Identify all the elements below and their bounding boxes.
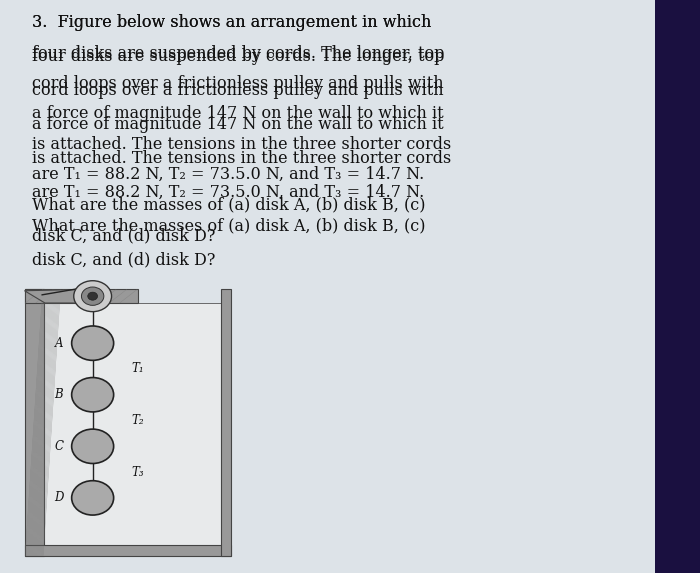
- Circle shape: [88, 292, 97, 300]
- Text: T₂: T₂: [131, 414, 144, 427]
- Text: What are the masses of (a) disk A, (b) disk B, (c): What are the masses of (a) disk A, (b) d…: [32, 217, 425, 234]
- Text: four disks are suspended by cords. The longer, top: four disks are suspended by cords. The l…: [32, 48, 444, 65]
- Text: a force of magnitude 147 N on the wall to which it: a force of magnitude 147 N on the wall t…: [32, 105, 443, 123]
- Text: 3.  Figure below shows an arrangement in which: 3. Figure below shows an arrangement in …: [32, 14, 431, 32]
- Text: T₃: T₃: [131, 466, 144, 478]
- Circle shape: [71, 326, 113, 360]
- Text: T₁: T₁: [131, 363, 144, 375]
- Bar: [25, 544, 231, 556]
- Text: D: D: [54, 492, 63, 504]
- Text: 3.  Figure below shows an arrangement in which: 3. Figure below shows an arrangement in …: [32, 14, 431, 32]
- Text: is attached. The tensions in the three shorter cords: is attached. The tensions in the three s…: [32, 150, 451, 167]
- Text: cord loops over a frictionless pulley and pulls with: cord loops over a frictionless pulley an…: [32, 75, 443, 92]
- Bar: [654, 0, 700, 573]
- Text: are T₁ = 88.2 N, T₂ = 73.5.0 N, and T₃ = 14.7 N.: are T₁ = 88.2 N, T₂ = 73.5.0 N, and T₃ =…: [32, 183, 423, 201]
- Bar: [221, 289, 231, 556]
- Circle shape: [71, 481, 113, 515]
- Text: B: B: [55, 388, 63, 401]
- Text: is attached. The tensions in the three shorter cords: is attached. The tensions in the three s…: [32, 136, 451, 153]
- Text: cord loops over a frictionless pulley and pulls with: cord loops over a frictionless pulley an…: [32, 82, 443, 99]
- Text: disk C, and (d) disk D?: disk C, and (d) disk D?: [32, 227, 215, 244]
- Text: a force of magnitude 147 N on the wall to which it: a force of magnitude 147 N on the wall t…: [32, 116, 443, 133]
- Circle shape: [71, 378, 113, 412]
- Bar: [25, 289, 44, 556]
- Text: disk C, and (d) disk D?: disk C, and (d) disk D?: [32, 251, 215, 268]
- Bar: [44, 303, 221, 544]
- Text: four disks are suspended by cords. The longer, top: four disks are suspended by cords. The l…: [32, 45, 444, 62]
- Text: A: A: [55, 337, 63, 350]
- Text: are T₁ = 88.2 N, T₂ = 73.5.0 N, and T₃ = 14.7 N.: are T₁ = 88.2 N, T₂ = 73.5.0 N, and T₃ =…: [32, 166, 423, 183]
- Circle shape: [71, 429, 113, 464]
- Bar: [25, 289, 138, 303]
- Polygon shape: [25, 289, 87, 303]
- Circle shape: [74, 281, 111, 312]
- Circle shape: [81, 287, 104, 305]
- Text: C: C: [54, 440, 63, 453]
- Text: What are the masses of (a) disk A, (b) disk B, (c): What are the masses of (a) disk A, (b) d…: [32, 197, 425, 214]
